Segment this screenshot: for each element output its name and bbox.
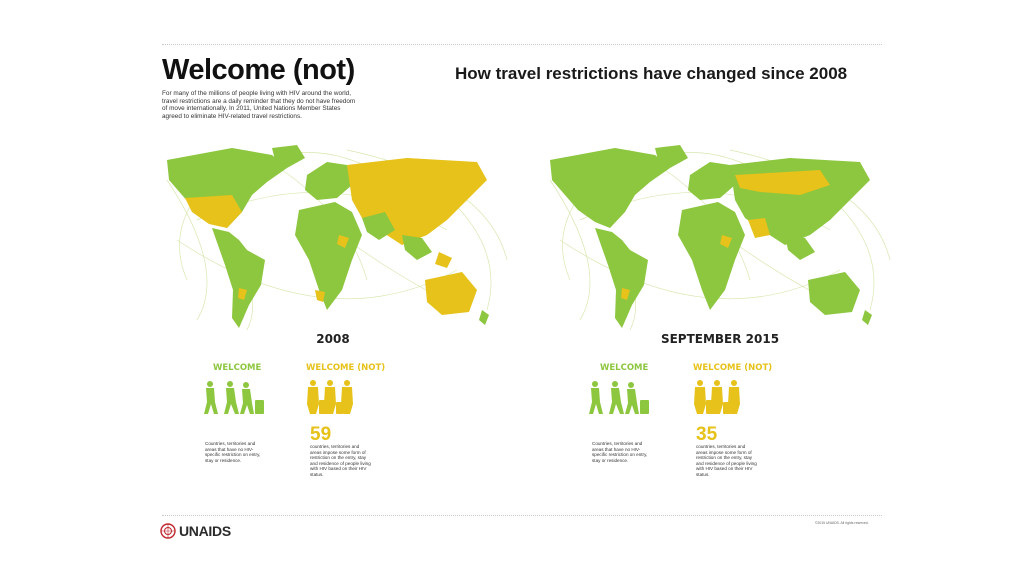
intro-text: For many of the millions of people livin… xyxy=(162,90,356,120)
world-map-2008 xyxy=(166,145,508,331)
usa-region xyxy=(185,195,242,228)
year-label-2008: 2008 xyxy=(316,332,350,346)
south-america xyxy=(212,228,265,328)
welcome-not-label-2008: WELCOME (NOT) xyxy=(306,363,386,373)
year-label-2015: SEPTEMBER 2015 xyxy=(660,332,780,346)
world-map-2015 xyxy=(549,145,891,331)
un-emblem-icon xyxy=(160,523,176,539)
welcome-label-2008: WELCOME xyxy=(213,363,262,373)
south-africa-region xyxy=(315,290,325,302)
new-zealand xyxy=(479,310,489,325)
unaids-logo: UNAIDS xyxy=(160,521,231,541)
welcome-label-2015: WELCOME xyxy=(600,363,649,373)
russia xyxy=(735,170,830,195)
australia xyxy=(425,272,477,315)
europe xyxy=(305,162,352,200)
europe xyxy=(688,162,735,200)
south-america xyxy=(595,228,648,328)
welcome-not-label-2015: WELCOME (NOT) xyxy=(693,363,773,373)
logo-text: UNAIDS xyxy=(179,523,231,539)
middle-asia xyxy=(362,212,395,240)
southeast-asia xyxy=(402,235,432,260)
southeast-asia xyxy=(785,235,815,260)
paraguay xyxy=(621,288,630,300)
restricted-count-2008: 59 xyxy=(310,424,332,445)
travelers-restricted-icon xyxy=(307,380,353,414)
page-title: Welcome (not) xyxy=(162,54,355,86)
page-subtitle: How travel restrictions have changed sin… xyxy=(455,64,848,83)
copyright-text: ©2015 UNAIDS. All rights reserved. xyxy=(815,521,869,525)
welcome-desc-2015: Countries, territories and areas that ha… xyxy=(592,441,648,463)
sudan xyxy=(337,235,349,248)
greenland xyxy=(655,145,688,168)
top-divider xyxy=(162,44,882,45)
africa xyxy=(678,202,745,310)
asia xyxy=(730,158,870,245)
travelers-welcome-icon xyxy=(204,381,264,414)
north-america xyxy=(550,148,670,228)
new-zealand xyxy=(862,310,872,325)
restricted-desc-2015: countries, territories and areas impose … xyxy=(696,444,757,477)
welcome-desc-2008: Countries, territories and areas that ha… xyxy=(205,441,261,463)
indonesia xyxy=(435,252,452,268)
paraguay xyxy=(238,288,247,300)
travelers-restricted-icon xyxy=(694,380,740,414)
restricted-count-2015: 35 xyxy=(696,424,718,445)
restricted-desc-2008: countries, territories and areas impose … xyxy=(310,444,371,477)
arabian-peninsula xyxy=(748,218,770,238)
bottom-divider xyxy=(162,515,882,516)
greenland xyxy=(272,145,305,168)
africa xyxy=(295,202,362,310)
sudan xyxy=(720,235,732,248)
travelers-welcome-icon xyxy=(589,381,649,414)
australia xyxy=(808,272,860,315)
